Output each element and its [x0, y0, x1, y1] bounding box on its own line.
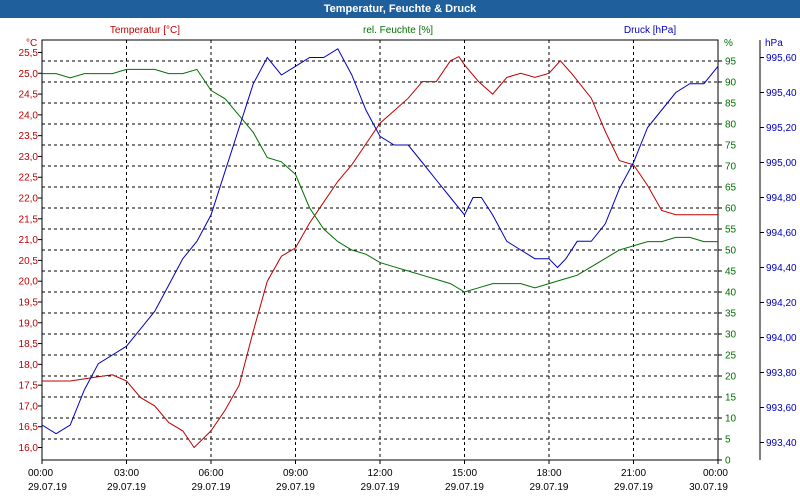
- temp-tick-label: 16,5: [19, 422, 39, 433]
- press-series-line: [41, 48, 719, 435]
- hum-tick-label: 40: [725, 288, 737, 299]
- temp-tick-label: 22,5: [19, 173, 39, 184]
- press-tick-label: 995,60: [766, 53, 797, 64]
- x-tick-time: 00:00: [703, 468, 728, 479]
- temp-tick-label: 17,5: [19, 381, 39, 392]
- temp-tick-label: 24,5: [19, 90, 39, 101]
- x-tick-date: 29.07.19: [276, 482, 315, 493]
- hum-tick-label: 25: [725, 351, 737, 362]
- hum-tick-label: 95: [725, 57, 737, 68]
- x-tick-date: 29.07.19: [361, 482, 400, 493]
- temp-tick-label: 25,5: [19, 48, 39, 59]
- press-tick-labels: 993,40 993,60 993,80 994,00 994,20 994,40 994,…: [766, 53, 797, 449]
- hum-tick-label: 85: [725, 99, 737, 110]
- hum-tick-label: 10: [725, 414, 737, 425]
- temp-tick-label: 20,5: [19, 256, 39, 267]
- press-tick-label: 994,20: [766, 298, 797, 309]
- hum-tick-label: 35: [725, 309, 737, 320]
- temp-tick-label: 20,0: [19, 277, 39, 288]
- temp-series-line: [42, 55, 718, 449]
- window-title-bar: Temperatur, Feuchte & Druck: [0, 0, 800, 18]
- temp-tick-label: 21,5: [19, 214, 39, 225]
- temp-tick-label: 22,0: [19, 194, 39, 205]
- hum-tick-label: 5: [725, 435, 731, 446]
- press-tick-label: 994,00: [766, 333, 797, 344]
- x-tick-date: 29.07.19: [192, 482, 231, 493]
- temp-tick-label: 17,0: [19, 401, 39, 412]
- temp-tick-label: 18,0: [19, 360, 39, 371]
- press-tick-label: 995,20: [766, 123, 797, 134]
- x-tick-time: 03:00: [114, 468, 139, 479]
- hum-tick-label: 20: [725, 372, 737, 383]
- hum-tick-label: 60: [725, 204, 737, 215]
- hum-tick-label: 15: [725, 393, 737, 404]
- press-tick-label: 993,40: [766, 438, 797, 449]
- hum-tick-labels: 0 5 10 15 20 25 30 35 40 45 50 55 60 65 70 75 80 85 90 95: [725, 57, 737, 467]
- x-tick-date: 29.07.19: [107, 482, 146, 493]
- hum-tick-label: 75: [725, 141, 737, 152]
- tick-marks: [38, 51, 764, 464]
- x-tick-time: 09:00: [283, 468, 308, 479]
- temp-tick-label: 21,0: [19, 235, 39, 246]
- press-tick-label: 994,60: [766, 228, 797, 239]
- hum-tick-label: 45: [725, 267, 737, 278]
- press-tick-label: 995,40: [766, 88, 797, 99]
- press-tick-label: 995,00: [766, 158, 797, 169]
- hum-tick-label: 90: [725, 78, 737, 89]
- x-tick-date: 29.07.19: [614, 482, 653, 493]
- press-tick-label: 993,60: [766, 403, 797, 414]
- x-tick-date: 29.07.19: [445, 482, 484, 493]
- x-tick-labels: 00:00 29.07.19 03:00 29.07.19 06:00 29.07.19 0…: [28, 468, 728, 493]
- hum-unit-label: %: [724, 38, 733, 49]
- press-tick-label: 993,80: [766, 368, 797, 379]
- press-tick-label: 994,40: [766, 263, 797, 274]
- gridlines: [42, 40, 718, 460]
- x-tick-date: 29.07.19: [530, 482, 569, 493]
- hum-axis-title: rel. Feuchte [%]: [363, 25, 433, 36]
- hum-tick-label: 30: [725, 330, 737, 341]
- temp-tick-label: 24,0: [19, 110, 39, 121]
- press-tick-label: 994,80: [766, 193, 797, 204]
- press-axis-title: Druck [hPa]: [624, 25, 676, 36]
- temp-tick-label: 18,5: [19, 339, 39, 350]
- temp-tick-label: 19,5: [19, 297, 39, 308]
- x-tick-time: 00:00: [28, 468, 53, 479]
- x-tick-date: 30.07.19: [689, 482, 728, 493]
- x-tick-time: 18:00: [536, 468, 561, 479]
- hum-tick-label: 50: [725, 246, 737, 257]
- temp-tick-label: 16,0: [19, 443, 39, 454]
- x-tick-time: 06:00: [198, 468, 223, 479]
- window-title: Temperatur, Feuchte & Druck: [323, 3, 477, 15]
- temp-unit-label: °C: [26, 38, 37, 49]
- series-lines: [41, 48, 719, 449]
- hum-tick-label: 80: [725, 120, 737, 131]
- temp-tick-labels: 16,0 16,5 17,0 17,5 18,0 18,5 19,0 19,5 20,0 20,5…: [19, 48, 39, 454]
- temp-tick-label: 23,5: [19, 131, 39, 142]
- x-tick-time: 15:00: [452, 468, 477, 479]
- x-tick-time: 21:00: [621, 468, 646, 479]
- temp-tick-label: 19,0: [19, 318, 39, 329]
- hum-tick-label: 65: [725, 183, 737, 194]
- temp-tick-label: 25,0: [19, 69, 39, 80]
- hum-tick-label: 70: [725, 162, 737, 173]
- chart-area: Temperatur [°C] rel. Feuchte [%] Druck […: [19, 25, 797, 493]
- x-tick-date: 29.07.19: [28, 482, 67, 493]
- press-unit-label: hPa: [765, 38, 783, 49]
- temp-tick-label: 23,0: [19, 152, 39, 163]
- hum-tick-label: 0: [725, 456, 731, 467]
- hum-series-line: [42, 68, 718, 293]
- temp-axis-title: Temperatur [°C]: [110, 25, 180, 36]
- x-tick-time: 12:00: [367, 468, 392, 479]
- hum-tick-label: 55: [725, 225, 737, 236]
